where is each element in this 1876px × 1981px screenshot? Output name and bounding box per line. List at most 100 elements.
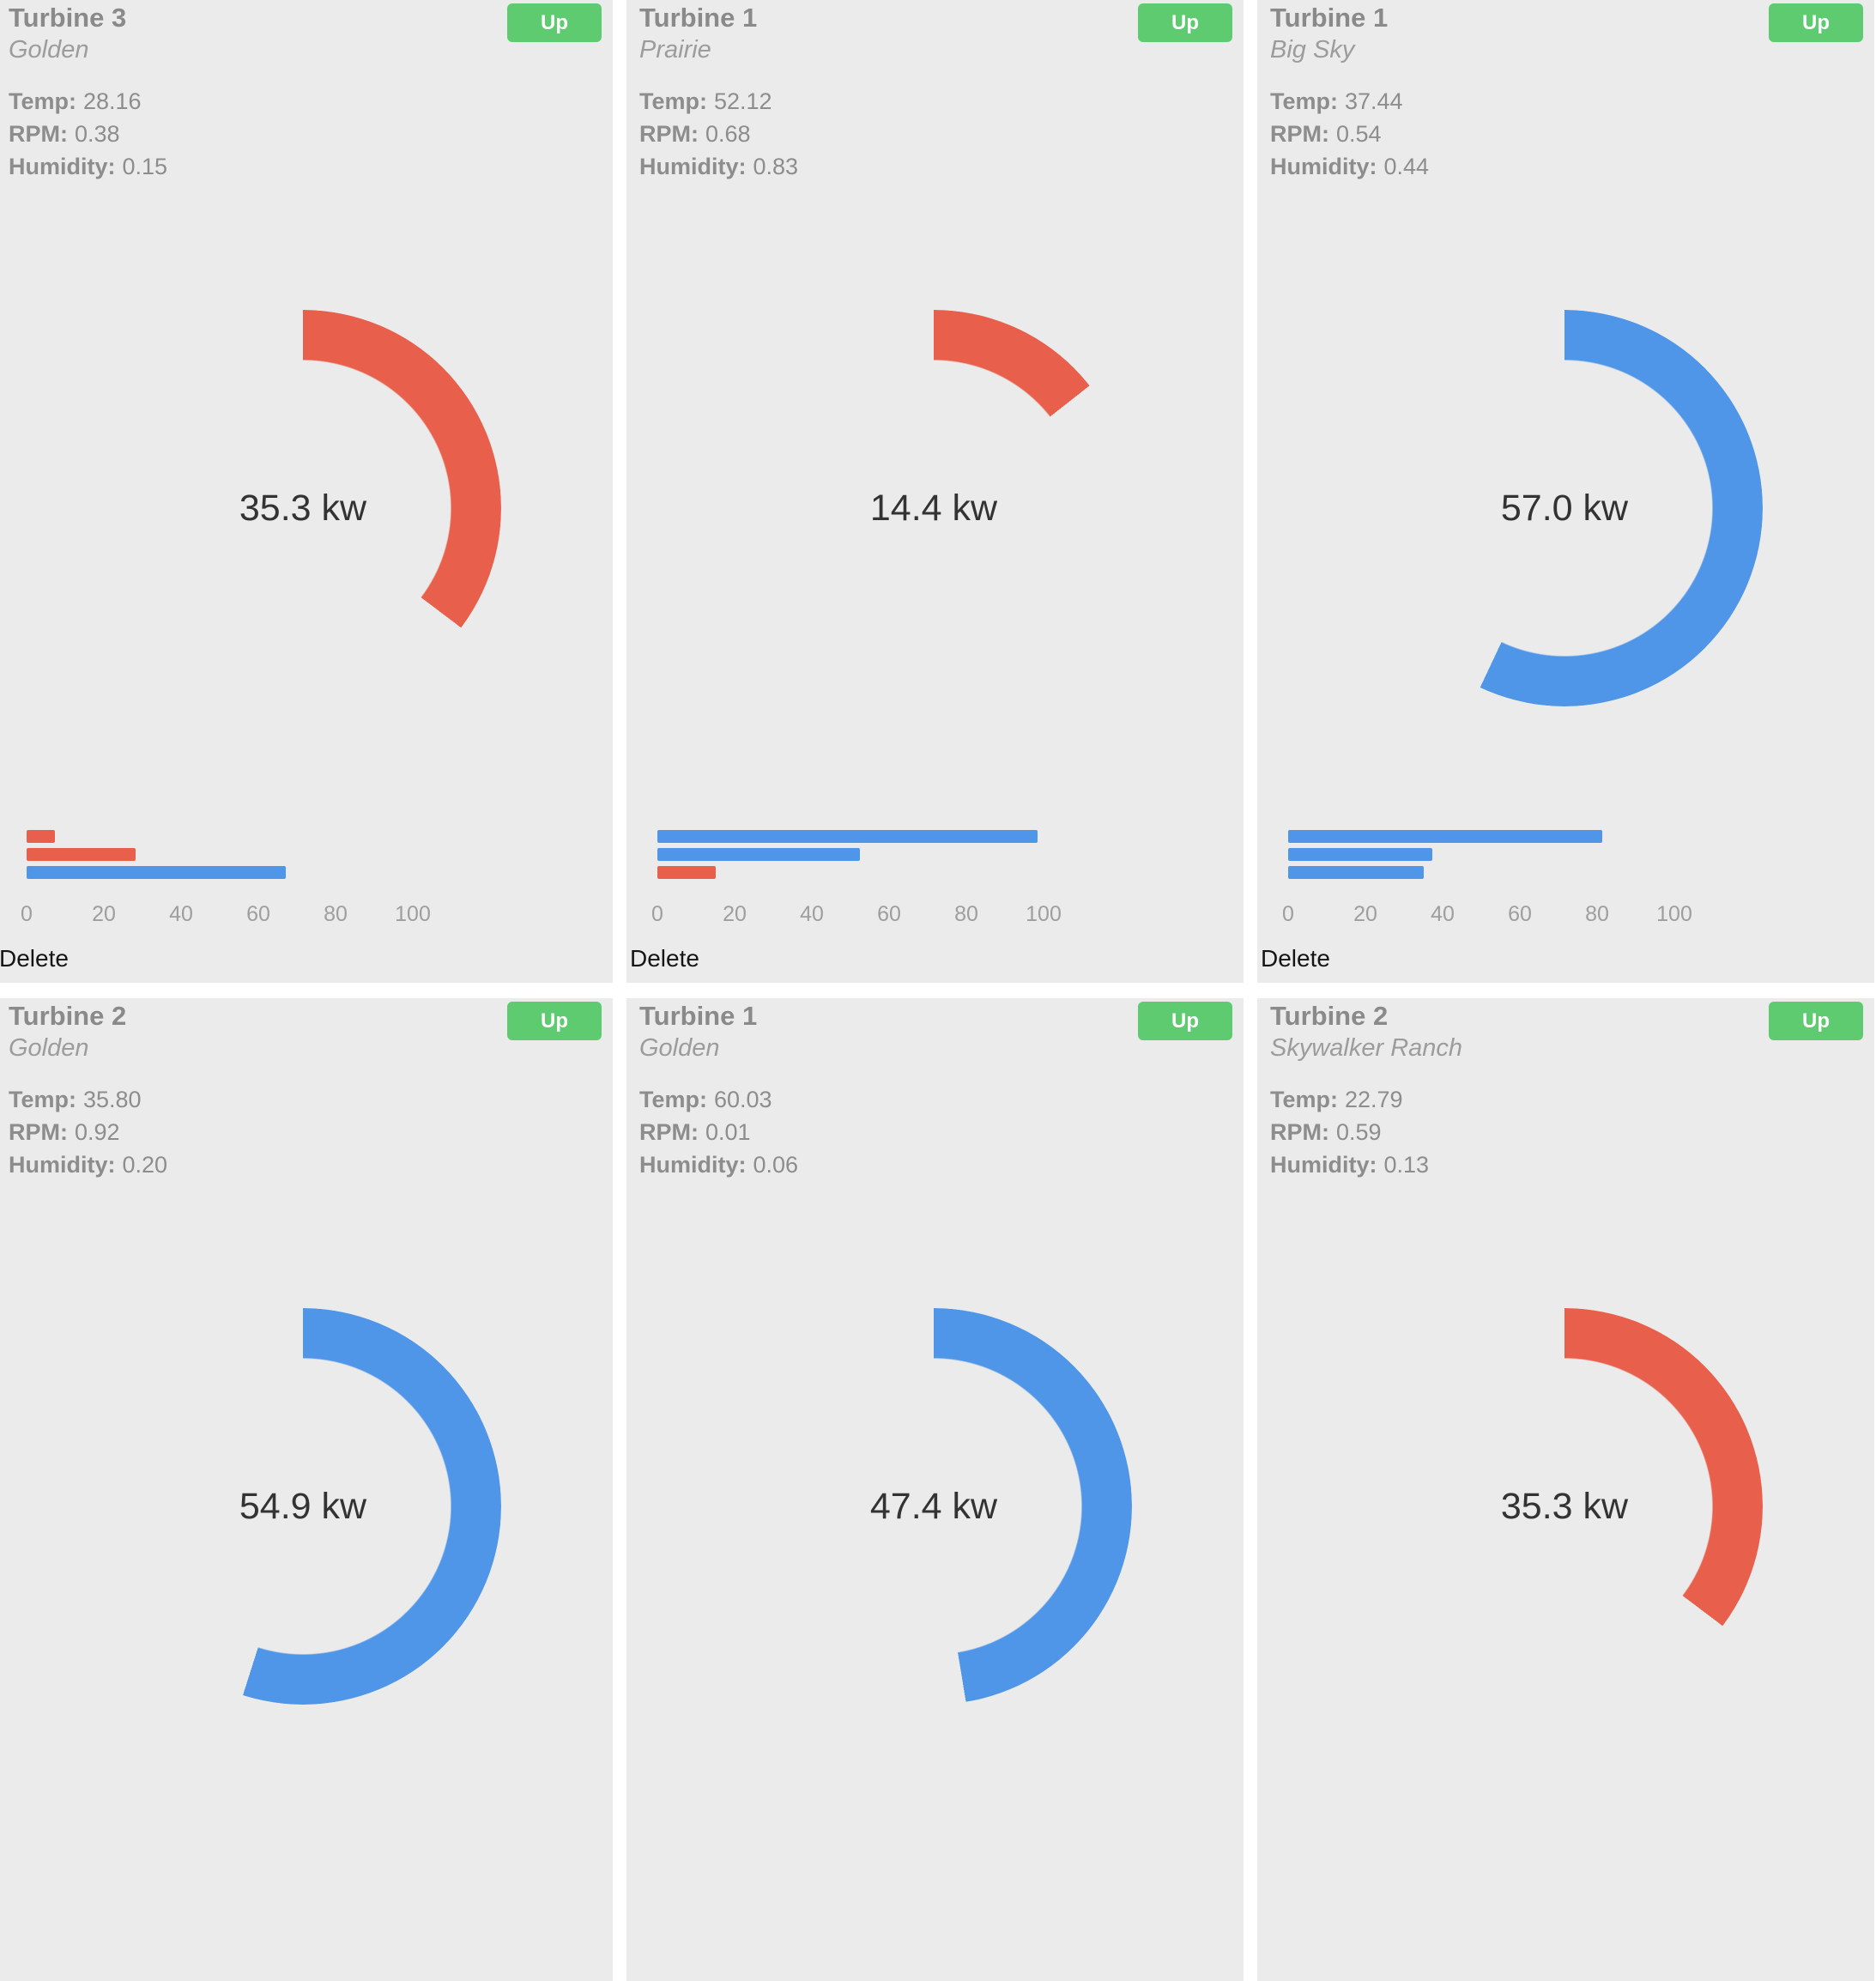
bar-chart-axis: 0 20 40 60 80 100 [1282,901,1692,927]
axis-tick-label: 60 [877,902,901,926]
humidity-value: 0.06 [753,1152,799,1178]
axis-tick-label: 100 [1656,902,1692,926]
bar [657,848,860,861]
temp-value: 60.03 [714,1087,772,1112]
humidity-stat: Humidity: 0.20 [9,1148,167,1181]
rpm-label: RPM: [639,121,699,147]
temp-stat: Temp: 22.79 [1270,1083,1429,1116]
humidity-stat: Humidity: 0.06 [639,1148,798,1181]
temp-label: Temp: [9,88,76,114]
turbine-title: Turbine 1 [639,3,758,33]
turbine-title: Turbine 2 [9,1001,127,1031]
turbine-location: Skywalker Ranch [1270,1034,1463,1062]
turbine-location: Golden [9,1034,89,1062]
bar [1288,848,1433,861]
bar [27,866,286,879]
power-value: 35.3 kw [1500,1485,1629,1527]
power-gauge: 14.4 kw [735,310,1132,706]
humidity-label: Humidity: [9,1152,116,1178]
sensor-bar-chart [657,1828,1052,1881]
turbine-title: Turbine 1 [1270,3,1389,33]
power-gauge: 47.4 kw [735,1308,1132,1705]
temp-value: 35.80 [83,1087,142,1112]
sensor-stats: Temp: 35.80 RPM: 0.92 Humidity: 0.20 [9,1083,167,1181]
temp-label: Temp: [639,88,707,114]
rpm-label: RPM: [1270,1119,1329,1145]
sensor-bar-chart [1288,830,1683,883]
turbine-card: Up Turbine 3 Golden Temp: 28.16 RPM: 0.38 … [0,0,613,983]
power-value: 47.4 kw [869,1485,998,1527]
rpm-label: RPM: [639,1119,699,1145]
turbine-title: Turbine 2 [1270,1001,1389,1031]
humidity-stat: Humidity: 0.44 [1270,150,1429,183]
sensor-bar-chart [657,830,1052,883]
bar-chart-axis: 0 20 40 60 80 100 [651,901,1062,927]
delete-link[interactable]: Delete [1261,945,1330,972]
humidity-stat: Humidity: 0.13 [1270,1148,1429,1181]
humidity-label: Humidity: [639,154,747,179]
bar [27,830,55,843]
temp-value: 28.16 [83,88,142,114]
delete-link[interactable]: Delete [630,945,699,972]
sensor-stats: Temp: 22.79 RPM: 0.59 Humidity: 0.13 [1270,1083,1429,1181]
temp-label: Temp: [1270,88,1338,114]
sensor-stats: Temp: 60.03 RPM: 0.01 Humidity: 0.06 [639,1083,798,1181]
humidity-label: Humidity: [1270,154,1377,179]
bar-chart-axis [657,1899,1052,1925]
rpm-value: 0.01 [705,1119,751,1145]
temp-stat: Temp: 60.03 [639,1083,798,1116]
bar [1288,866,1424,879]
status-up-button[interactable]: Up [1138,1002,1232,1040]
axis-tick-label: 40 [1431,902,1455,926]
sensor-bar-chart [27,1828,421,1881]
humidity-stat: Humidity: 0.83 [639,150,798,183]
sensor-bar-chart [1288,1828,1683,1881]
axis-tick-label: 20 [723,902,747,926]
humidity-value: 0.44 [1383,154,1430,179]
status-up-button[interactable]: Up [1769,1002,1863,1040]
sensor-stats: Temp: 37.44 RPM: 0.54 Humidity: 0.44 [1270,85,1429,183]
rpm-value: 0.68 [705,121,751,147]
sensor-stats: Temp: 28.16 RPM: 0.38 Humidity: 0.15 [9,85,167,183]
status-up-button[interactable]: Up [1138,3,1232,42]
axis-tick-label: 20 [1353,902,1377,926]
rpm-stat: RPM: 0.59 [1270,1116,1429,1148]
turbine-location: Golden [639,1034,720,1062]
turbine-card: Up Turbine 1 Big Sky Temp: 37.44 RPM: 0.54… [1257,0,1874,983]
axis-tick-label: 60 [1508,902,1532,926]
turbine-card: Up Turbine 2 Skywalker Ranch Temp: 22.79 … [1257,998,1874,1981]
bar [657,866,716,879]
bar-chart-axis [1288,1899,1683,1925]
delete-link[interactable]: Delete [0,945,69,972]
rpm-value: 0.92 [75,1119,120,1145]
humidity-value: 0.83 [753,154,799,179]
humidity-label: Humidity: [9,154,116,179]
power-gauge: 35.3 kw [105,310,501,706]
rpm-stat: RPM: 0.54 [1270,118,1429,150]
status-up-button[interactable]: Up [507,3,602,42]
temp-stat: Temp: 35.80 [9,1083,167,1116]
rpm-stat: RPM: 0.01 [639,1116,798,1148]
status-up-button[interactable]: Up [1769,3,1863,42]
turbine-location: Big Sky [1270,36,1355,64]
sensor-bar-chart [27,830,421,883]
temp-stat: Temp: 28.16 [9,85,167,118]
status-up-button[interactable]: Up [507,1002,602,1040]
axis-tick-label: 0 [21,902,33,926]
power-gauge: 54.9 kw [105,1308,501,1705]
turbine-location: Prairie [639,36,711,64]
bar-chart-axis: 0 20 40 60 80 100 [21,901,431,927]
turbine-card: Up Turbine 2 Golden Temp: 35.80 RPM: 0.92 … [0,998,613,1981]
temp-label: Temp: [639,1087,707,1112]
rpm-label: RPM: [9,121,68,147]
bar [27,848,136,861]
axis-tick-label: 80 [954,902,978,926]
rpm-stat: RPM: 0.92 [9,1116,167,1148]
axis-tick-label: 80 [324,902,348,926]
rpm-stat: RPM: 0.68 [639,118,798,150]
axis-tick-label: 100 [395,902,431,926]
humidity-value: 0.13 [1383,1152,1430,1178]
turbine-title: Turbine 3 [9,3,127,33]
rpm-value: 0.38 [75,121,120,147]
humidity-stat: Humidity: 0.15 [9,150,167,183]
